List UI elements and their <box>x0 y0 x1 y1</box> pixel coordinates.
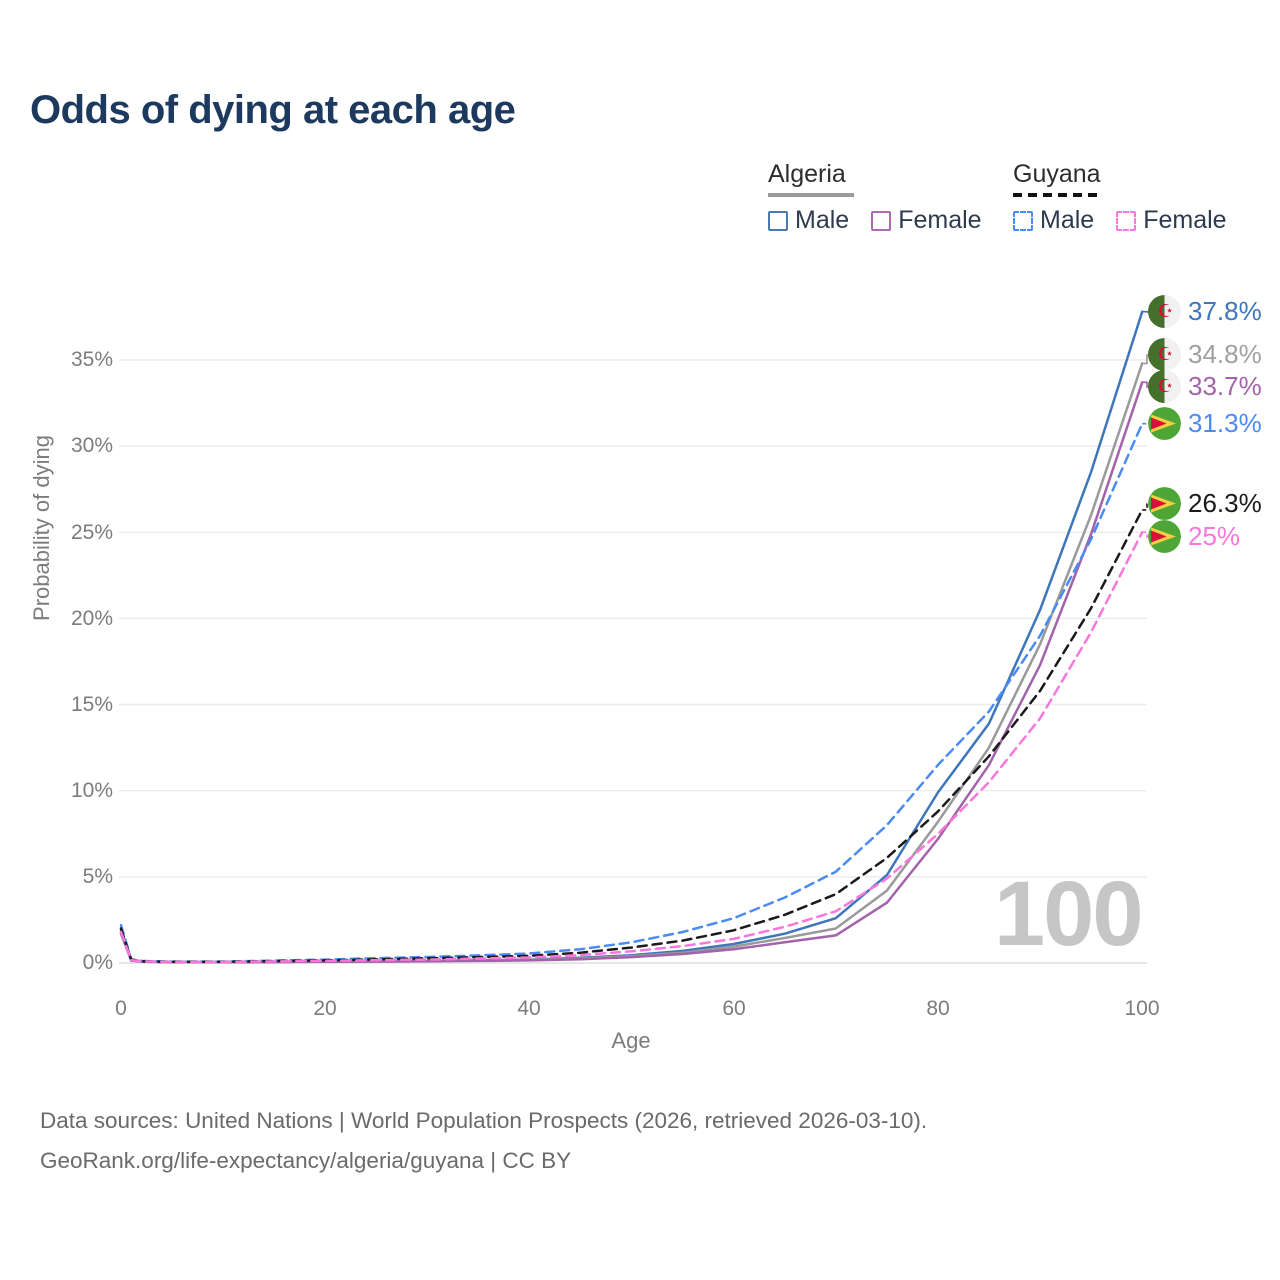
legend-item-guyana-male[interactable]: Male <box>1013 206 1094 235</box>
label-connector-guyana-both <box>1142 503 1152 511</box>
guyana-flag-icon <box>1148 487 1181 520</box>
end-label-algeria-female: ☪ 33.7% <box>1148 370 1262 403</box>
legend-item-algeria-female[interactable]: Female <box>871 206 982 235</box>
guyana-flag-icon <box>1148 407 1181 440</box>
legend-group-algeria: Algeria Male Female <box>768 160 982 235</box>
legend-item-label: Male <box>1040 206 1095 234</box>
guyana-male-swatch-icon <box>1013 210 1033 231</box>
algeria-flag-icon: ☪ <box>1148 295 1181 328</box>
algeria-flag-icon: ☪ <box>1148 370 1181 403</box>
series-line-algeria-both <box>119 362 1144 964</box>
y-tick-15: 15% <box>70 693 113 716</box>
end-value: 37.8% <box>1188 296 1262 326</box>
legend-country-algeria[interactable]: Algeria <box>768 160 982 197</box>
legend-group-guyana: Guyana Male Female <box>1013 160 1227 235</box>
legend-item-label: Female <box>1143 206 1227 234</box>
x-tick-80: 80 <box>926 997 950 1020</box>
legend-item-guyana-female[interactable]: Female <box>1116 206 1227 235</box>
series-line-guyana-both <box>119 508 1144 964</box>
guyana-dashed-line-swatch <box>1013 193 1099 197</box>
x-axis-title: Age <box>611 1028 651 1053</box>
legend-country-label: Algeria <box>768 160 846 188</box>
y-tick-10: 10% <box>70 779 113 802</box>
algeria-flag-icon: ☪ <box>1148 338 1181 371</box>
x-tick-100: 100 <box>1124 997 1160 1020</box>
algeria-female-swatch-icon <box>871 210 892 231</box>
end-label-algeria-both: ☪ 34.8% <box>1148 338 1262 371</box>
end-value: 25% <box>1188 521 1241 551</box>
page-title: Odds of dying at each age <box>30 88 516 132</box>
end-label-guyana-both: 26.3% <box>1148 487 1262 520</box>
x-tick-60: 60 <box>722 997 746 1020</box>
x-tick-0: 0 <box>115 997 127 1020</box>
guyana-female-swatch-icon <box>1116 210 1137 231</box>
algeria-solid-line-swatch <box>768 193 854 197</box>
y-tick-5: 5% <box>82 865 113 888</box>
end-label-guyana-male: 31.3% <box>1148 407 1262 440</box>
end-value: 33.7% <box>1188 371 1262 401</box>
y-tick-25: 25% <box>70 521 113 544</box>
x-tick-20: 20 <box>313 997 337 1020</box>
series-line-algeria-female <box>119 381 1144 964</box>
y-tick-20: 20% <box>70 607 113 630</box>
algeria-male-swatch-icon <box>768 210 788 231</box>
data-sources-line: Data sources: United Nations | World Pop… <box>40 1108 928 1133</box>
series-line-algeria-male <box>119 310 1144 964</box>
series-line-guyana-male <box>119 422 1144 963</box>
y-axis-title: Probability of dying <box>29 435 54 621</box>
legend-item-label: Female <box>898 206 982 234</box>
guyana-flag-icon <box>1148 520 1181 553</box>
label-connector-guyana-female <box>1142 531 1152 538</box>
end-value: 26.3% <box>1188 488 1262 518</box>
end-label-algeria-male: ☪ 37.8% <box>1148 295 1262 328</box>
legend-item-label: Male <box>795 206 850 234</box>
end-value: 31.3% <box>1188 408 1262 438</box>
end-label-guyana-female: 25% <box>1148 520 1240 553</box>
y-tick-35: 35% <box>70 348 113 371</box>
legend-country-guyana[interactable]: Guyana <box>1013 160 1227 197</box>
attribution-line: GeoRank.org/life-expectancy/algeria/guya… <box>40 1148 572 1173</box>
series-line-guyana-female <box>119 531 1144 964</box>
x-tick-40: 40 <box>517 997 541 1020</box>
legend-country-label: Guyana <box>1013 160 1101 188</box>
hover-age-watermark: 100 <box>994 863 1144 965</box>
y-tick-30: 30% <box>70 434 113 457</box>
y-tick-0: 0% <box>82 951 113 974</box>
end-value: 34.8% <box>1188 339 1262 369</box>
legend-item-algeria-male[interactable]: Male <box>768 206 849 235</box>
